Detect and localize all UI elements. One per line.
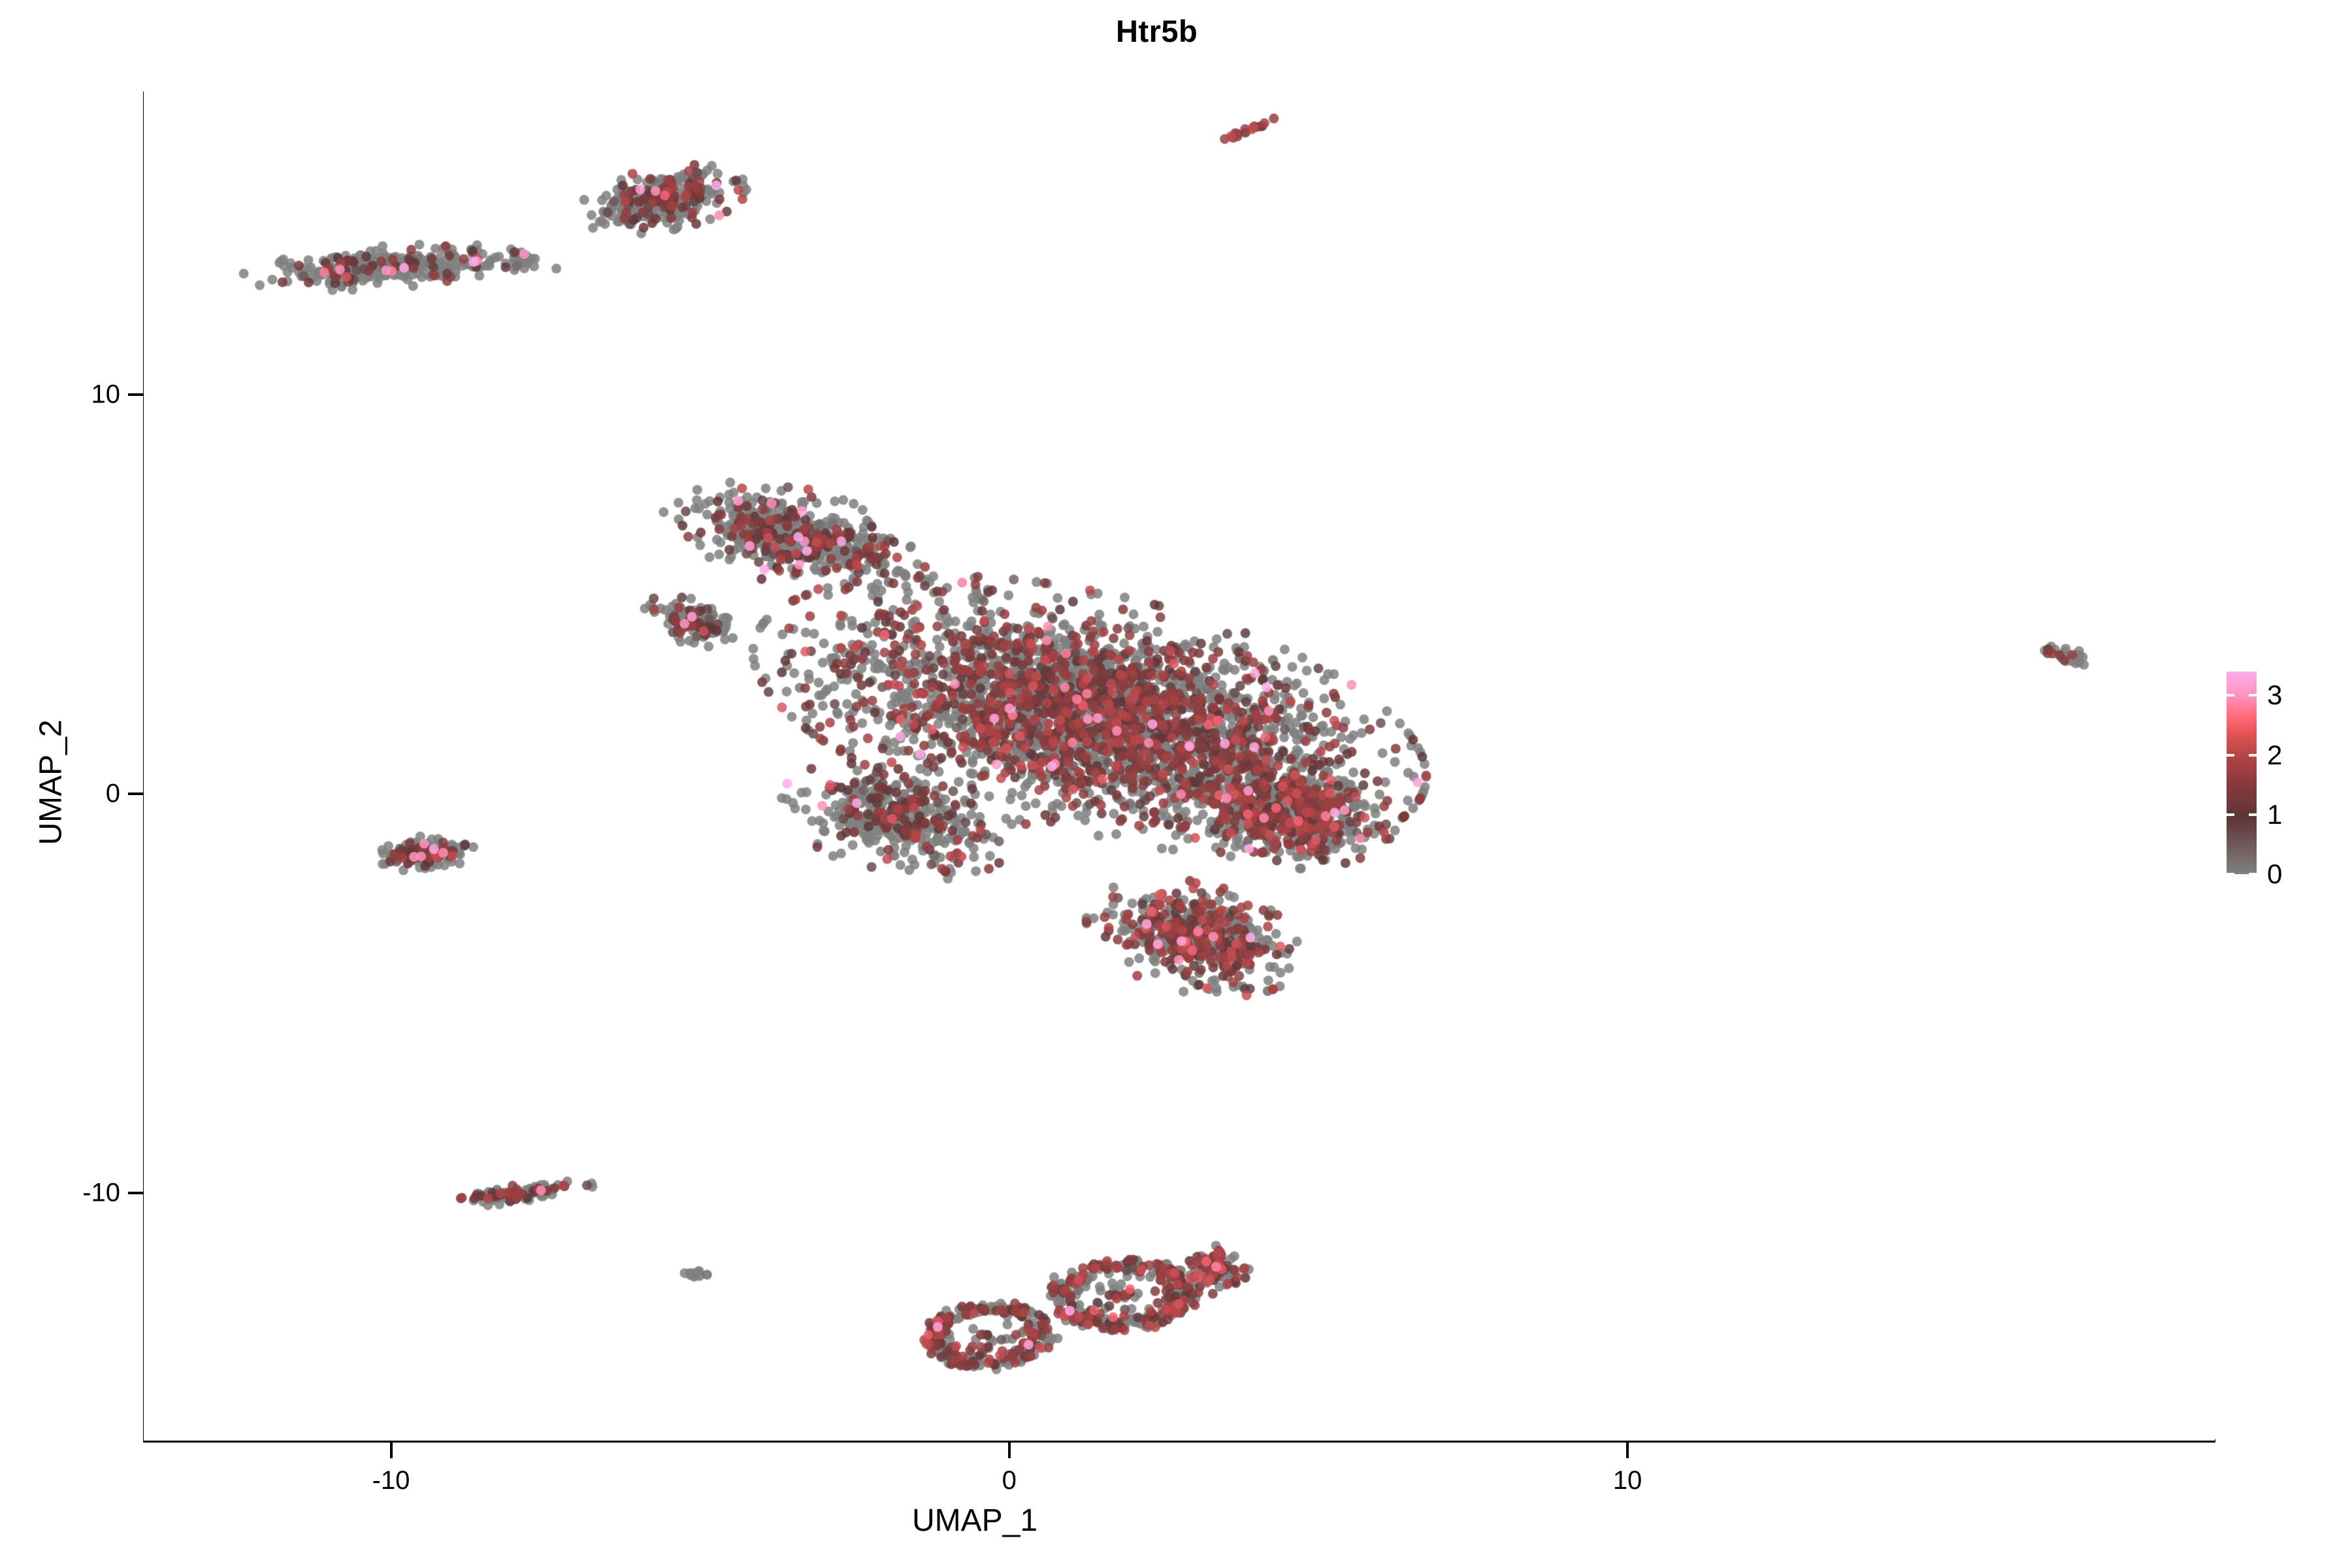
y-tick-mark xyxy=(128,792,144,796)
legend-colorbar xyxy=(2227,672,2257,874)
page-title: Htr5b xyxy=(1116,14,1198,48)
legend-tick-label: 0 xyxy=(2267,858,2283,889)
y-axis-title: UMAP_2 xyxy=(33,719,69,845)
color-legend: 3 2 1 0 xyxy=(2227,672,2338,889)
x-tick-mark xyxy=(1007,1443,1011,1458)
y-tick-label: 0 xyxy=(105,779,120,808)
legend-tick-label: 2 xyxy=(2267,739,2283,770)
y-tick-label: 10 xyxy=(91,380,121,409)
legend-tick-mark xyxy=(2249,694,2257,697)
y-tick-label: -10 xyxy=(82,1178,120,1207)
legend-tick-mark xyxy=(2249,753,2257,757)
x-tick-label: 10 xyxy=(1612,1466,1642,1495)
legend-tick-mark xyxy=(2249,873,2257,875)
legend-tick-mark xyxy=(2227,813,2234,816)
x-tick-label: -10 xyxy=(372,1466,410,1495)
x-tick-label: 0 xyxy=(1002,1466,1017,1495)
umap-scatter-canvas xyxy=(144,91,2215,1441)
legend-tick-label: 1 xyxy=(2267,798,2283,830)
x-tick-mark xyxy=(389,1443,393,1458)
x-axis-line xyxy=(143,1439,2215,1443)
legend-tick-mark xyxy=(2227,873,2234,875)
legend-tick-label: 3 xyxy=(2267,679,2283,711)
y-tick-mark xyxy=(128,1192,144,1195)
legend-tick-mark xyxy=(2227,694,2234,697)
y-tick-mark xyxy=(128,393,144,397)
plot-panel xyxy=(144,91,2215,1441)
x-tick-mark xyxy=(1626,1443,1629,1458)
legend-tick-mark xyxy=(2227,753,2234,757)
x-axis-title: UMAP_1 xyxy=(911,1503,1038,1538)
legend-tick-mark xyxy=(2249,813,2257,816)
